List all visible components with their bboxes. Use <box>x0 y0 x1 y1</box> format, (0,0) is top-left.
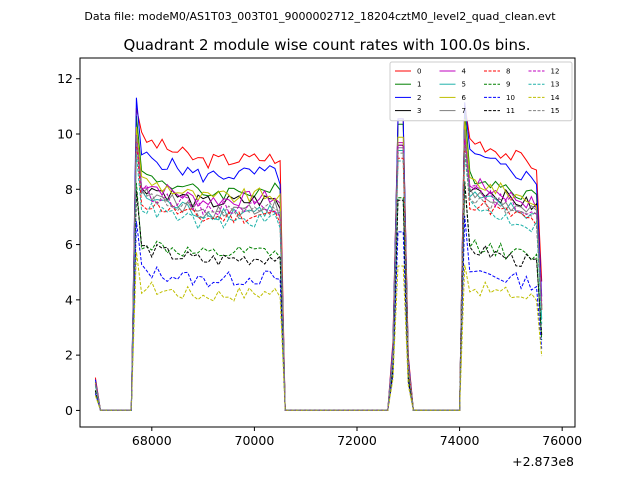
series-line-15 <box>94 135 543 411</box>
legend-label-15: 15 <box>551 107 560 115</box>
legend-box <box>389 61 573 122</box>
plot-frame <box>79 57 576 428</box>
legend-label-4: 4 <box>462 68 467 76</box>
legend-label-7: 7 <box>462 107 466 115</box>
legend-label-9: 9 <box>506 81 510 89</box>
legend-label-2: 2 <box>417 94 421 102</box>
figure-suptitle: Data file: modeM0/AS1T03_003T01_90000027… <box>84 10 556 23</box>
y-tick-label: 4 <box>65 292 73 307</box>
y-tick-label: 6 <box>65 237 73 252</box>
series-line-11 <box>94 182 543 411</box>
y-tick-label: 8 <box>65 182 73 197</box>
legend-label-13: 13 <box>551 81 560 89</box>
series-line-14 <box>94 251 543 411</box>
legend-label-12: 12 <box>551 68 560 76</box>
legend-label-8: 8 <box>506 68 510 76</box>
x-tick-label: 70000 <box>235 433 275 448</box>
legend-label-1: 1 <box>417 81 421 89</box>
x-offset-label: +2.873e8 <box>512 454 574 469</box>
x-tick-label: 72000 <box>337 433 377 448</box>
y-tick-label: 2 <box>65 348 73 363</box>
chart-title: Quadrant 2 module wise count rates with … <box>123 36 530 54</box>
x-tick-label: 74000 <box>440 433 480 448</box>
legend-label-0: 0 <box>417 68 421 76</box>
x-tick-label: 76000 <box>542 433 582 448</box>
series-layer <box>94 97 543 411</box>
y-tick-label: 10 <box>57 127 73 142</box>
legend-label-10: 10 <box>506 94 515 102</box>
legend-label-5: 5 <box>462 81 466 89</box>
legend-label-11: 11 <box>506 107 515 115</box>
x-tick-label: 68000 <box>132 433 172 448</box>
y-tick-label: 12 <box>57 71 73 86</box>
legend-label-6: 6 <box>462 94 467 102</box>
legend-label-3: 3 <box>417 107 421 115</box>
y-tick-label: 0 <box>65 403 73 418</box>
legend-label-14: 14 <box>551 94 560 102</box>
